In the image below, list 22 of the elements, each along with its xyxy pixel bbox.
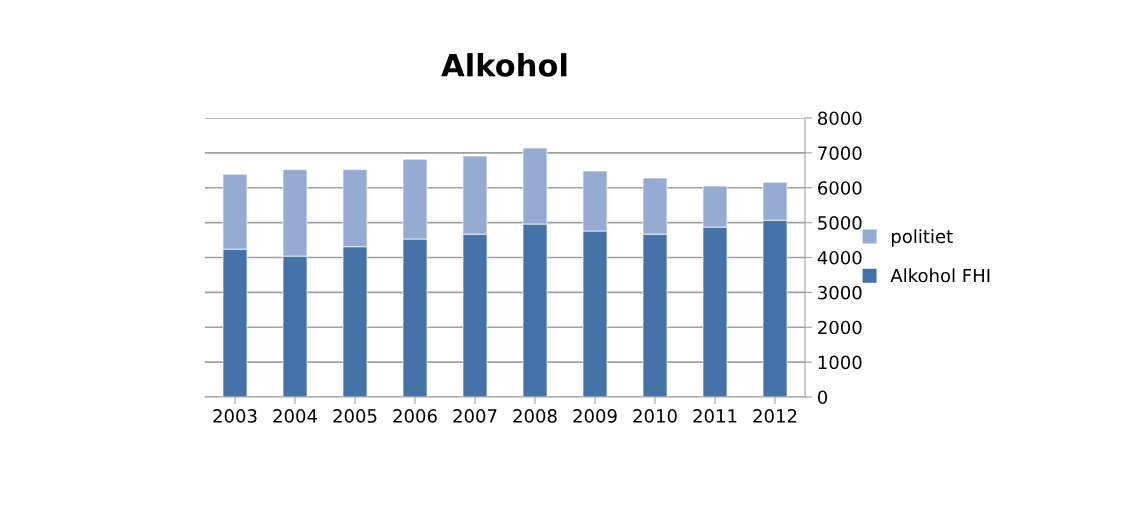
y-tick-label: 1000 — [818, 355, 862, 370]
x-tick-label: 2009 — [573, 409, 617, 423]
x-tick-label: 2005 — [333, 409, 377, 423]
y-tick-label: 8000 — [818, 111, 862, 126]
legend-label: Alkohol FHI — [890, 268, 990, 283]
x-tick-label: 2007 — [453, 409, 497, 423]
y-tick-label: 5000 — [818, 216, 862, 230]
y-tick-label: 3000 — [818, 285, 862, 300]
x-tick-label: 2006 — [393, 409, 437, 423]
x-tick-label: 2011 — [693, 409, 737, 423]
chart-title: Alkohol — [441, 53, 567, 77]
legend-label: politiet — [891, 229, 953, 247]
y-tick-label: 2000 — [818, 320, 862, 335]
y-tick-label: 0 — [818, 390, 828, 405]
x-tick-label: 2008 — [513, 409, 557, 423]
y-tick-label: 6000 — [818, 181, 862, 195]
x-tick-label: 2010 — [633, 409, 677, 423]
y-tick-label: 7000 — [818, 146, 862, 160]
x-tick-label: 2012 — [753, 409, 797, 423]
x-tick-label: 2003 — [213, 409, 257, 423]
y-tick-label: 4000 — [817, 250, 862, 265]
x-tick-label: 2004 — [273, 409, 317, 423]
